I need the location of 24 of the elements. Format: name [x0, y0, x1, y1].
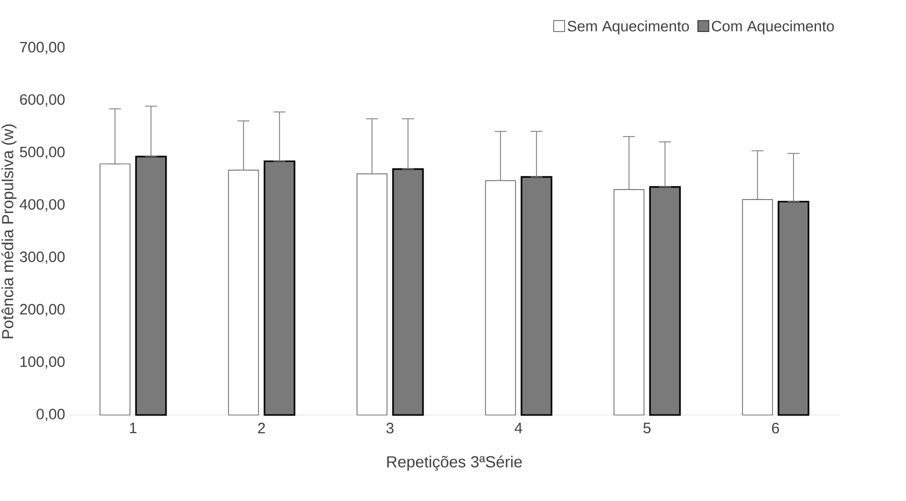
bar [228, 170, 259, 416]
x-tick-label: 3 [386, 422, 394, 434]
legend-label: Com Aquecimento [712, 20, 834, 34]
bar [356, 174, 388, 416]
x-axis-title: Repetições 3ªSérie [387, 456, 522, 471]
x-tick-label: 2 [258, 422, 265, 434]
y-tick-label: 200,00 [20, 304, 65, 316]
y-tick-label: 700,00 [20, 42, 65, 54]
bar [100, 164, 130, 416]
x-tick-label: 4 [514, 422, 522, 434]
bar [742, 199, 773, 416]
y-tick-label: 600,00 [20, 94, 65, 107]
y-axis-title: Potência média Propulsiva (w) [1, 124, 16, 338]
legend-label: Sem Aquecimento [568, 20, 689, 34]
x-tick-label: 5 [643, 422, 651, 434]
y-tick-label: 100,00 [20, 356, 65, 369]
bar [485, 180, 516, 416]
y-tick-label: 400,00 [20, 199, 65, 212]
y-tick-label: 300,00 [20, 252, 65, 264]
y-tick-label: 0,00 [36, 408, 65, 422]
bar [614, 189, 644, 416]
x-tick-label: 1 [130, 422, 136, 434]
y-tick-label: 500,00 [20, 146, 65, 160]
x-tick-label: 6 [772, 422, 780, 434]
